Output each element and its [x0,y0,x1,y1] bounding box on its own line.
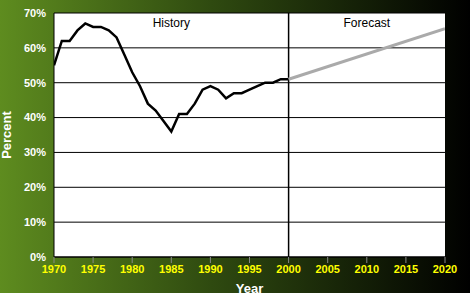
svg-text:2015: 2015 [394,263,418,275]
svg-text:1995: 1995 [237,263,261,275]
svg-text:20%: 20% [24,181,46,193]
svg-text:2005: 2005 [315,263,339,275]
svg-text:1985: 1985 [159,263,183,275]
svg-text:1975: 1975 [81,263,105,275]
svg-text:70%: 70% [24,7,46,19]
svg-text:History: History [153,16,190,30]
svg-text:1990: 1990 [198,263,222,275]
svg-text:1970: 1970 [42,263,66,275]
svg-text:2000: 2000 [276,263,300,275]
svg-text:40%: 40% [24,111,46,123]
svg-text:0%: 0% [30,251,46,263]
svg-text:60%: 60% [24,42,46,54]
svg-text:10%: 10% [24,216,46,228]
svg-text:50%: 50% [24,77,46,89]
svg-text:1980: 1980 [120,263,144,275]
svg-text:Year: Year [236,281,263,293]
svg-text:2010: 2010 [355,263,379,275]
svg-text:2020: 2020 [433,263,457,275]
svg-text:Forecast: Forecast [343,16,390,30]
svg-text:30%: 30% [24,146,46,158]
svg-text:Percent: Percent [8,110,14,158]
